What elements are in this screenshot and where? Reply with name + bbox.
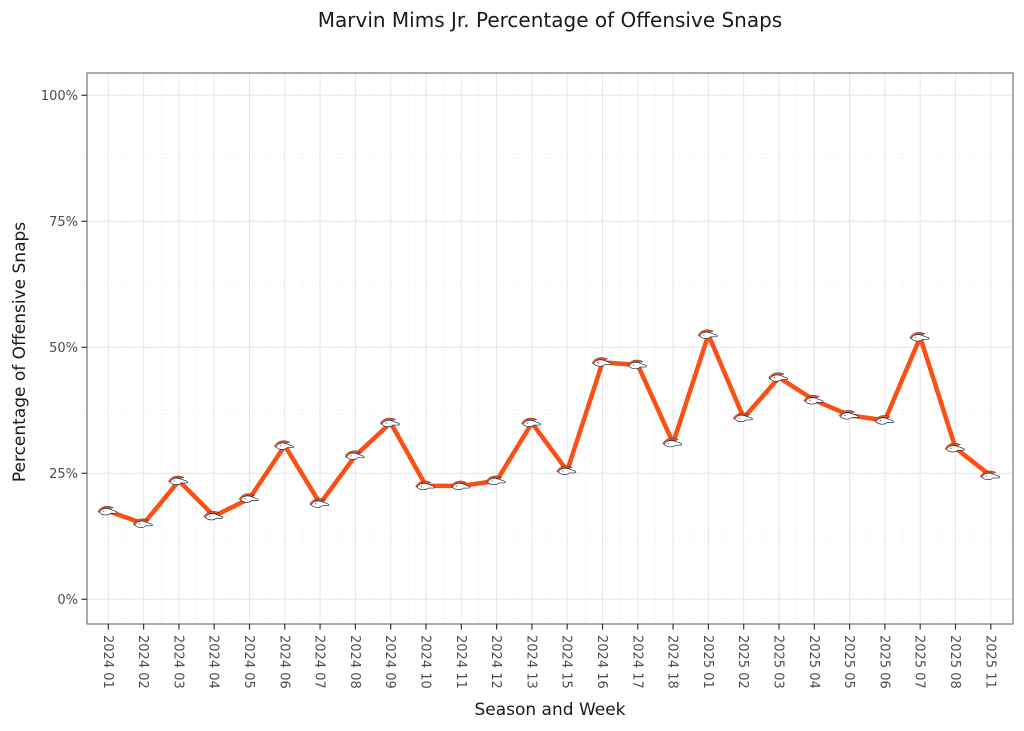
x-tick-label: 2025 02 bbox=[735, 635, 750, 689]
data-point-broncos-logo-marker bbox=[626, 359, 648, 370]
y-tick-label: 25% bbox=[49, 467, 78, 482]
data-point-broncos-logo-marker bbox=[167, 475, 189, 486]
x-tick-label: 2024 13 bbox=[523, 635, 538, 689]
y-tick-label: 0% bbox=[57, 593, 78, 608]
x-tick-label: 2025 06 bbox=[876, 635, 891, 689]
x-tick-label: 2025 07 bbox=[912, 635, 927, 689]
chart-title: Marvin Mims Jr. Percentage of Offensive … bbox=[318, 8, 782, 32]
x-tick-label: 2025 01 bbox=[700, 635, 715, 689]
x-tick-label: 2025 05 bbox=[841, 635, 856, 689]
data-point-broncos-logo-marker bbox=[662, 437, 683, 448]
x-tick-label: 2025 03 bbox=[771, 635, 786, 689]
data-point-broncos-logo-marker bbox=[873, 414, 895, 425]
x-tick-label: 2025 08 bbox=[947, 635, 962, 689]
x-axis-tick-labels: 2024 01 2024 02 2024 03 2024 04 2024 05 2024 … bbox=[100, 635, 997, 689]
x-tick-label: 2024 01 bbox=[100, 635, 115, 689]
x-tick-label: 2025 04 bbox=[806, 635, 821, 689]
y-tick-label: 100% bbox=[41, 89, 78, 104]
x-tick-label: 2024 04 bbox=[206, 635, 221, 689]
y-tick-label: 50% bbox=[49, 341, 78, 356]
data-point-broncos-logo-marker bbox=[415, 480, 436, 491]
y-tick-label: 75% bbox=[49, 215, 78, 230]
data-point-broncos-logo-marker bbox=[485, 475, 506, 486]
x-tick-label: 2024 02 bbox=[135, 635, 150, 689]
data-point-broncos-logo-marker bbox=[450, 480, 471, 491]
x-tick-label: 2024 08 bbox=[347, 635, 362, 689]
x-tick-label: 2024 05 bbox=[241, 635, 256, 689]
data-point-broncos-logo-marker bbox=[520, 417, 542, 428]
x-tick-label: 2024 10 bbox=[418, 635, 433, 689]
y-axis-tick-labels: 0% 25% 50% 75% 100% bbox=[41, 89, 78, 608]
x-tick-label: 2024 12 bbox=[488, 635, 503, 689]
data-point-broncos-logo-marker bbox=[238, 493, 259, 503]
y-axis-title: Percentage of Offensive Snaps bbox=[10, 222, 30, 482]
x-tick-label: 2024 16 bbox=[594, 635, 609, 689]
x-tick-label: 2024 15 bbox=[559, 635, 574, 689]
x-tick-label: 2024 03 bbox=[170, 635, 185, 689]
gridlines bbox=[87, 73, 1013, 624]
x-tick-label: 2024 07 bbox=[312, 635, 327, 689]
x-tick-label: 2024 17 bbox=[629, 635, 644, 689]
x-axis-title: Season and Week bbox=[474, 700, 625, 720]
data-point-broncos-logo-marker bbox=[379, 417, 400, 428]
data-point-broncos-logo-marker bbox=[909, 331, 930, 342]
data-point-broncos-logo-marker bbox=[697, 329, 718, 340]
data-series bbox=[97, 329, 1001, 529]
data-point-broncos-logo-marker bbox=[309, 498, 330, 508]
axis-ticks bbox=[81, 94, 992, 630]
x-tick-label: 2024 09 bbox=[382, 635, 397, 689]
x-tick-label: 2024 06 bbox=[276, 635, 291, 689]
panel-border bbox=[86, 72, 1014, 625]
data-point-broncos-logo-marker bbox=[273, 440, 295, 450]
x-tick-label: 2024 18 bbox=[665, 635, 680, 689]
x-tick-label: 2025 11 bbox=[982, 635, 997, 689]
x-tick-label: 2024 11 bbox=[453, 635, 468, 689]
